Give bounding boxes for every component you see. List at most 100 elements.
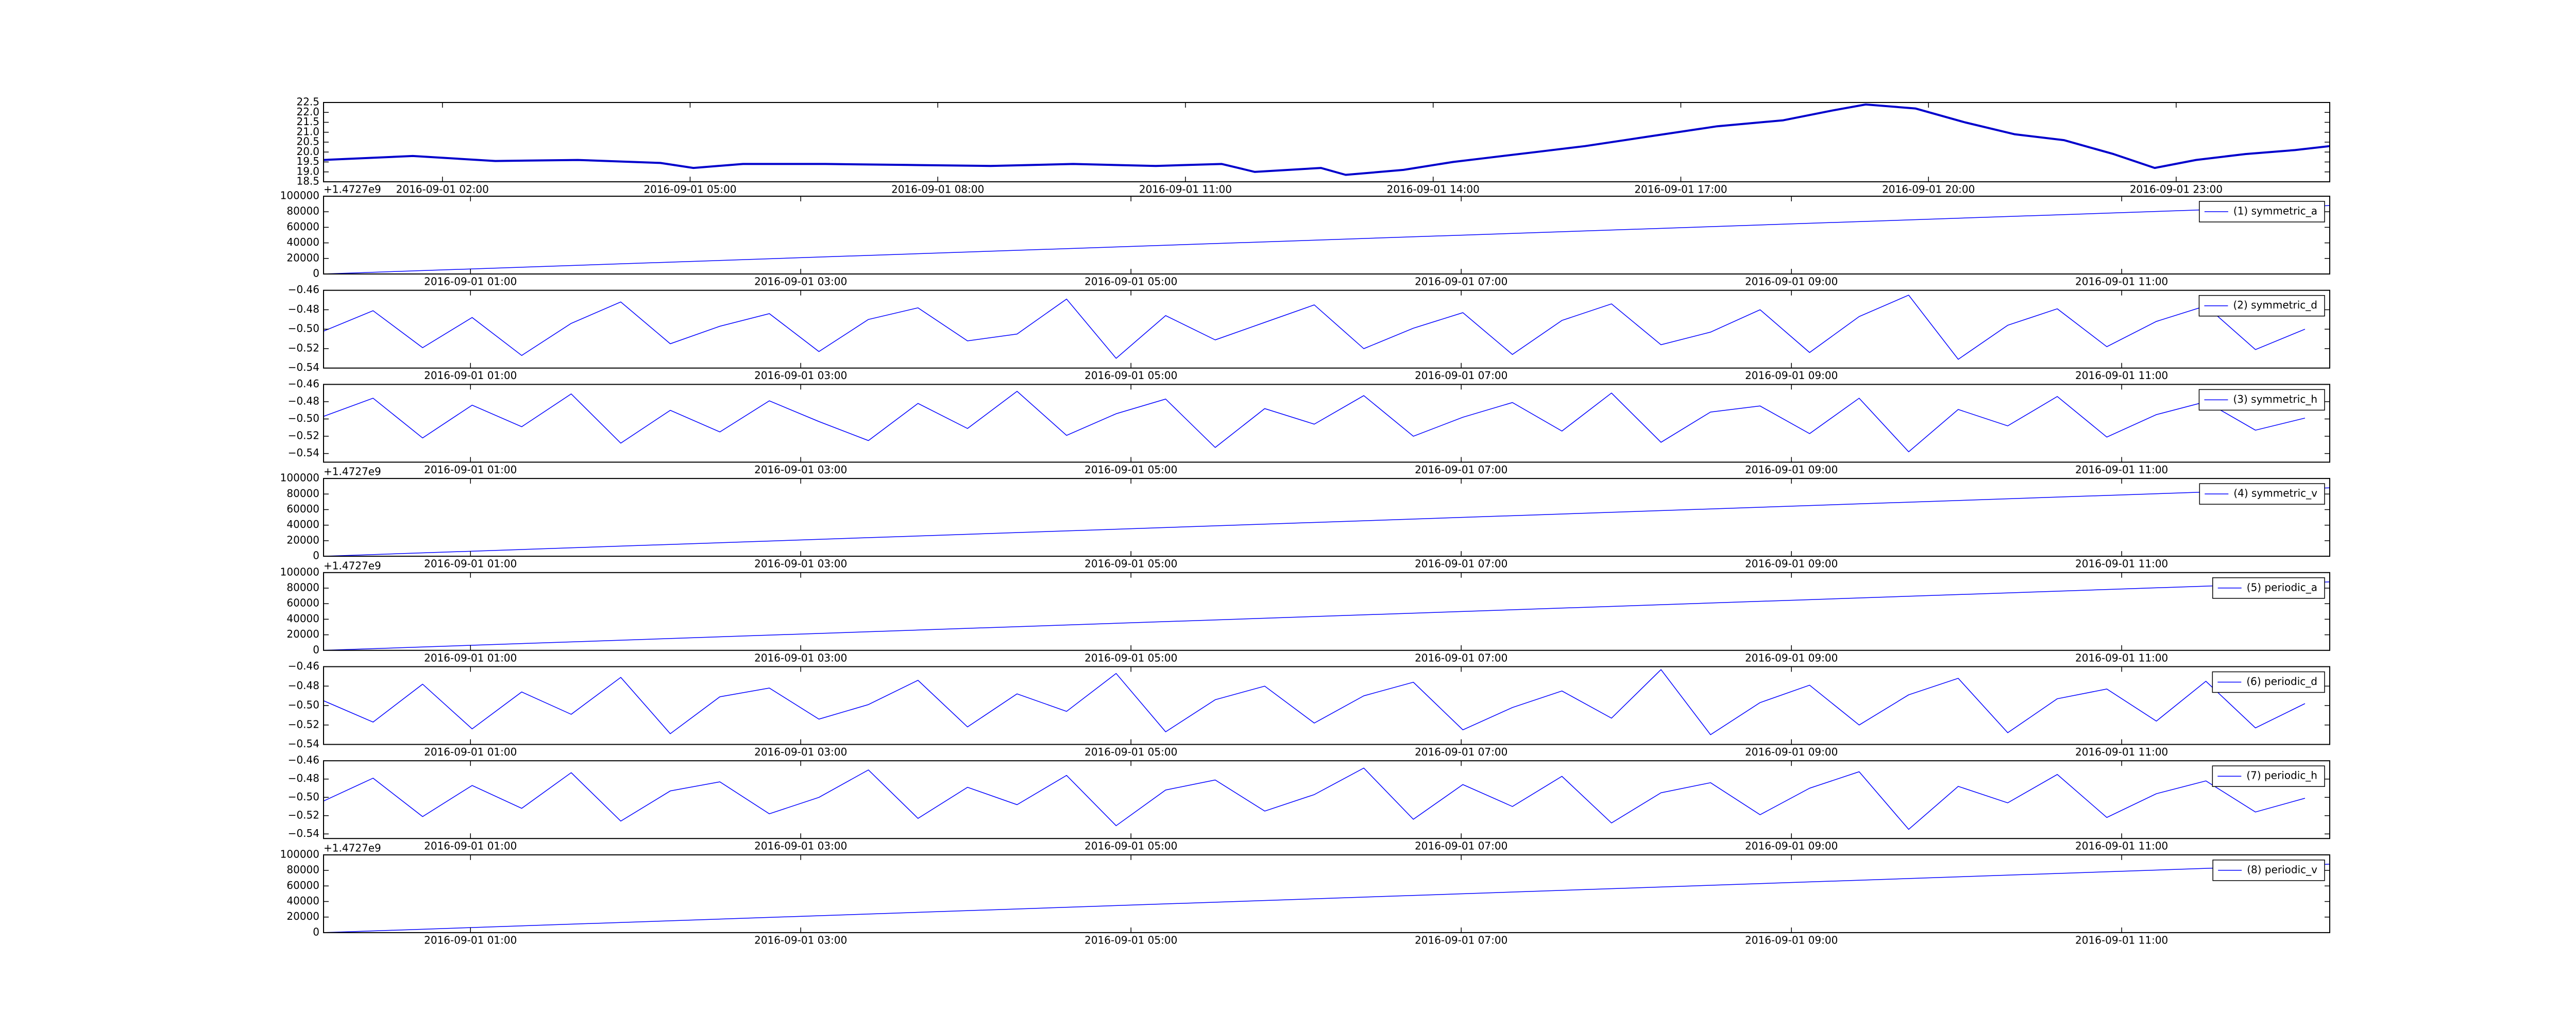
y-tick-label: 40000 [286,518,319,530]
y-tick-label: −0.48 [288,772,319,784]
axes-frame [323,666,2330,745]
y-tick-label: −0.50 [288,791,319,803]
x-tick-label: 2016-09-01 07:00 [1415,276,1507,288]
y-tick-label: 22.5 [296,96,319,108]
y-tick-label: 20000 [286,534,319,546]
x-tick-label: 2016-09-01 05:00 [1084,934,1177,946]
x-tick-label: 2016-09-01 17:00 [1634,183,1727,196]
x-tick-label: 2016-09-01 05:00 [1084,464,1177,476]
x-tick-label: 2016-09-01 09:00 [1745,558,1838,570]
legend-label: (7) periodic_h [2246,769,2317,782]
legend: (7) periodic_h [2212,765,2325,787]
x-tick-label: 2016-09-01 03:00 [754,276,847,288]
y-tick-label: −0.50 [288,699,319,711]
y-tick-label: −0.48 [288,394,319,407]
y-tick-label: 40000 [286,895,319,907]
legend: (1) symmetric_a [2199,201,2325,222]
y-tick-label: 80000 [286,487,319,500]
y-tick-label: 0 [313,925,319,938]
axes-frame [323,572,2330,651]
y-tick-label: −0.48 [288,303,319,315]
legend-box [2198,295,2325,317]
x-tick-label: 2016-09-01 03:00 [754,840,847,852]
x-tick-label: 2016-09-01 03:00 [754,746,847,758]
data-line [323,205,2330,274]
x-tick-label: 2016-09-01 09:00 [1745,464,1838,476]
x-tick-label: 2016-09-01 11:00 [2075,840,2168,852]
y-tick-label: 0 [313,267,319,280]
y-tick-label: 20.0 [296,145,319,158]
axes-frame [323,289,2330,369]
x-tick-label: 2016-09-01 05:00 [1084,746,1177,758]
y-tick-label: −0.46 [288,377,319,390]
x-tick-label: 2016-09-01 07:00 [1415,840,1507,852]
y-tick-label: 80000 [286,205,319,217]
y-tick-label: 19.5 [296,155,319,167]
y-tick-label: 20.5 [296,135,319,148]
x-tick-label: 2016-09-01 03:00 [754,934,847,946]
y-tick-label: 22.0 [296,106,319,118]
y-tick-label: 80000 [286,864,319,876]
x-tick-label: 2016-09-01 11:00 [2075,934,2168,946]
data-line [323,581,2330,651]
x-tick-label: 2016-09-01 07:00 [1415,369,1507,382]
legend-label: (1) symmetric_a [2233,205,2317,217]
data-line [323,767,2306,830]
x-tick-label: 2016-09-01 07:00 [1415,651,1507,664]
offset-text: +1.4727e9 [324,466,381,478]
x-tick-label: 2016-09-01 14:00 [1387,183,1480,196]
data-line [323,864,2330,933]
y-tick-label: −0.54 [288,827,319,839]
x-tick-label: 2016-09-01 07:00 [1415,934,1507,946]
y-tick-label: 20000 [286,910,319,922]
x-tick-label: 2016-09-01 02:00 [396,183,489,196]
x-tick-label: 2016-09-01 11:00 [2075,276,2168,288]
offset-text: +1.4727e9 [324,842,381,854]
y-tick-label: −0.50 [288,412,319,424]
axes-frame [323,196,2330,274]
y-tick-label: 100000 [280,565,319,578]
legend-label: (2) symmetric_d [2233,299,2317,311]
x-tick-label: 2016-09-01 11:00 [1139,183,1232,196]
x-tick-label: 2016-09-01 05:00 [1084,276,1177,288]
x-tick-label: 2016-09-01 20:00 [1882,183,1975,196]
legend-label: (5) periodic_a [2247,581,2317,593]
y-tick-label: 100000 [280,190,319,202]
x-tick-label: 2016-09-01 11:00 [2075,369,2168,382]
y-tick-label: −0.46 [288,660,319,672]
y-tick-label: −0.54 [288,361,319,373]
axes-frame [323,478,2330,557]
x-tick-label: 2016-09-01 03:00 [754,369,847,382]
y-tick-label: −0.48 [288,679,319,692]
x-tick-label: 2016-09-01 01:00 [424,651,517,664]
x-tick-label: 2016-09-01 11:00 [2075,746,2168,758]
y-tick-label: 100000 [280,472,319,484]
x-tick-label: 2016-09-01 05:00 [643,183,736,196]
legend-label: (4) symmetric_v [2233,487,2317,500]
x-tick-label: 2016-09-01 09:00 [1745,369,1838,382]
y-tick-label: 100000 [280,848,319,860]
axes-frame [323,760,2330,839]
x-tick-label: 2016-09-01 05:00 [1084,840,1177,852]
legend: (3) symmetric_h [2198,389,2325,411]
legend-label: (3) symmetric_h [2233,393,2317,405]
x-tick-label: 2016-09-01 03:00 [754,651,847,664]
y-tick-label: 60000 [286,879,319,891]
x-tick-label: 2016-09-01 11:00 [2075,651,2168,664]
x-tick-label: 2016-09-01 05:00 [1084,558,1177,570]
data-line [323,103,2330,176]
legend: (5) periodic_a [2212,577,2325,599]
x-tick-label: 2016-09-01 01:00 [424,934,517,946]
y-tick-label: 60000 [286,597,319,609]
x-tick-label: 2016-09-01 23:00 [2130,183,2223,196]
x-tick-label: 2016-09-01 03:00 [754,558,847,570]
axes-frame [323,384,2330,463]
x-tick-label: 2016-09-01 11:00 [2075,558,2168,570]
y-tick-label: −0.50 [288,322,319,335]
x-tick-label: 2016-09-01 08:00 [891,183,984,196]
x-tick-label: 2016-09-01 09:00 [1745,934,1838,946]
y-tick-label: 0 [313,550,319,562]
y-tick-label: −0.54 [288,737,319,750]
legend-label: (6) periodic_d [2246,675,2317,688]
y-tick-label: 19.0 [296,165,319,177]
